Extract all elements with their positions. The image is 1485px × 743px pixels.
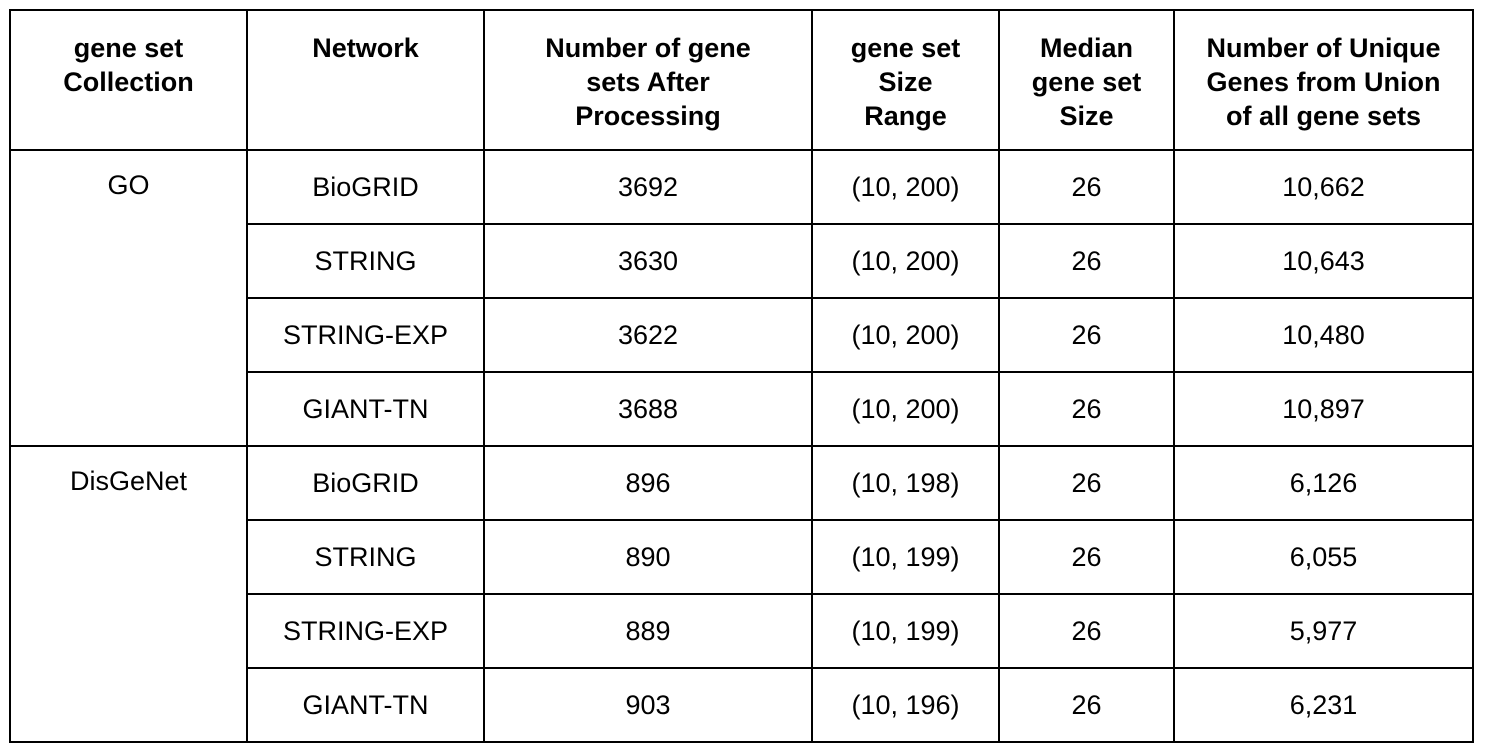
cell-size-range: (10, 200) [811,149,1000,225]
cell-median-size: 26 [998,445,1175,521]
cell-median-size: 26 [998,593,1175,669]
table-row: STRING 890 (10, 199) 26 6,055 [10,519,1474,595]
cell-size-range: (10, 198) [811,445,1000,521]
cell-unique-genes: 6,231 [1173,667,1474,743]
cell-median-size: 26 [998,371,1175,447]
cell-median-size: 26 [998,667,1175,743]
cell-unique-genes: 10,480 [1173,297,1474,373]
cell-num-sets: 3688 [483,371,813,447]
header-collection: gene set Collection [9,9,248,151]
header-collection-label: gene set Collection [63,33,194,97]
cell-collection: GO [9,149,248,447]
cell-network: GIANT-TN [246,667,485,743]
cell-collection: DisGeNet [9,445,248,743]
cell-unique-genes: 5,977 [1173,593,1474,669]
header-unique-genes-label: Number of Unique Genes from Union of all g… [1206,33,1441,131]
cell-network: STRING [246,223,485,299]
table-container: gene set Collection Network Number of gen… [9,9,1474,743]
cell-num-sets: 903 [483,667,813,743]
table-row: GIANT-TN 3688 (10, 200) 26 10,897 [10,371,1474,447]
cell-median-size: 26 [998,519,1175,595]
header-median-size: Median gene set Size [998,9,1175,151]
cell-size-range: (10, 200) [811,223,1000,299]
cell-median-size: 26 [998,149,1175,225]
cell-num-sets: 3622 [483,297,813,373]
table-row: GO BioGRID 3692 (10, 200) 26 10,662 [9,149,1474,447]
cell-median-size: 26 [998,223,1175,299]
header-row: gene set Collection Network Number of gen… [9,9,1474,151]
gene-set-table: gene set Collection Network Number of gen… [9,9,1474,743]
cell-network: STRING-EXP [246,593,485,669]
cell-num-sets: 3630 [483,223,813,299]
cell-network: GIANT-TN [246,371,485,447]
cell-size-range: (10, 200) [811,297,1000,373]
header-unique-genes: Number of Unique Genes from Union of all g… [1173,9,1474,151]
cell-size-range: (10, 200) [811,371,1000,447]
cell-median-size: 26 [998,297,1175,373]
cell-num-sets: 890 [483,519,813,595]
cell-size-range: (10, 199) [811,593,1000,669]
cell-unique-genes: 10,643 [1173,223,1474,299]
cell-network: BioGRID [246,149,485,225]
cell-unique-genes: 10,662 [1173,149,1474,225]
table-body: GO BioGRID 3692 (10, 200) 26 10,662 STRING 3630… [9,149,1474,743]
header-num-sets: Number of gene sets After Processing [483,9,813,151]
header-size-range-label: gene set Size Range [850,33,961,131]
cell-network: STRING [246,519,485,595]
table-row: DisGeNet BioGRID 896 (10, 198) 26 6,126 [9,445,1474,743]
table-row: STRING 3630 (10, 200) 26 10,643 [10,223,1474,299]
table-row: STRING-EXP 889 (10, 199) 26 5,977 [10,593,1474,669]
table-row: STRING-EXP 3622 (10, 200) 26 10,480 [10,297,1474,373]
header-network: Network [246,9,485,151]
cell-network: STRING-EXP [246,297,485,373]
cell-unique-genes: 10,897 [1173,371,1474,447]
cell-network: BioGRID [246,445,485,521]
cell-num-sets: 3692 [483,149,813,225]
cell-num-sets: 896 [483,445,813,521]
cell-size-range: (10, 196) [811,667,1000,743]
header-network-label: Network [312,33,419,63]
header-size-range: gene set Size Range [811,9,1000,151]
cell-num-sets: 889 [483,593,813,669]
cell-size-range: (10, 199) [811,519,1000,595]
cell-unique-genes: 6,055 [1173,519,1474,595]
header-num-sets-label: Number of gene sets After Processing [545,33,751,131]
header-median-size-label: Median gene set Size [1031,33,1142,131]
cell-unique-genes: 6,126 [1173,445,1474,521]
